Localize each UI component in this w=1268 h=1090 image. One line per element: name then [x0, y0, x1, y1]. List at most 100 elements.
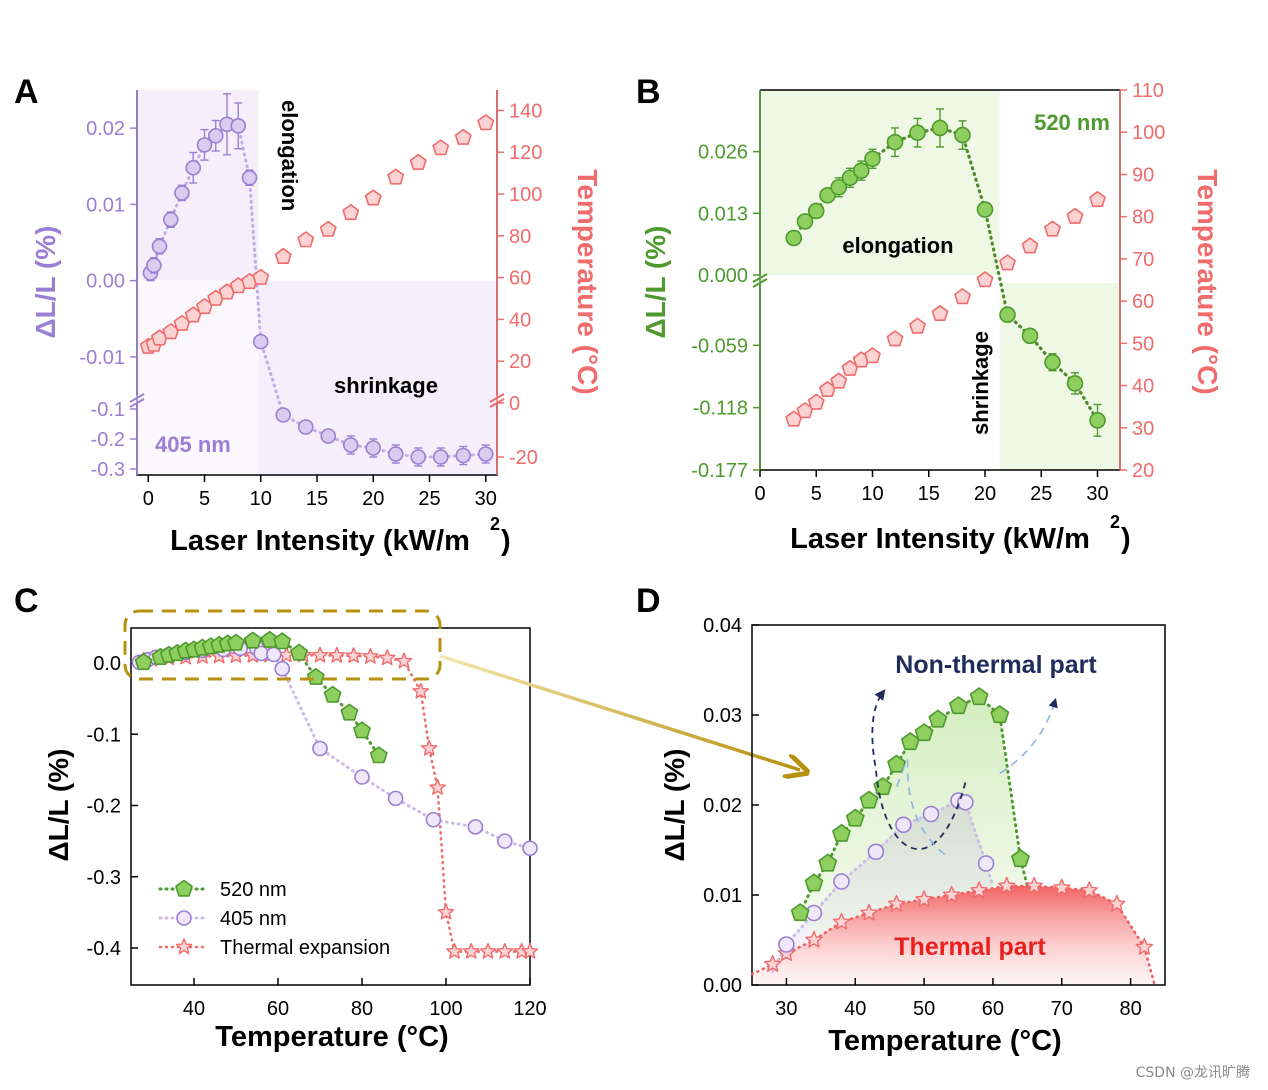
a-temperature-point — [454, 128, 472, 145]
c-520-point — [340, 703, 359, 721]
c-x-axis-label: Temperature (°C) — [215, 1021, 448, 1053]
c-thermal-point — [328, 646, 346, 663]
c-x-tick-label: 40 — [183, 998, 205, 1020]
b-temperature-point — [976, 271, 994, 288]
a-dl-point — [185, 159, 202, 176]
c-x-tick-label: 80 — [351, 998, 373, 1020]
b-dl-point — [807, 202, 825, 220]
panel-label-b: B — [636, 73, 661, 111]
a-dl-point — [320, 428, 337, 444]
c-axes-frame — [130, 627, 531, 986]
b-temperature-point — [886, 330, 904, 347]
d-nonthermal-arrow-right — [999, 697, 1058, 775]
d-x-tick-label: 30 — [775, 998, 797, 1020]
b-y-tick-label: -0.177 — [691, 460, 748, 482]
d-y-tick-label: 0.02 — [703, 795, 742, 817]
a-y2-tick-label: 0 — [509, 393, 520, 415]
a-temperature-point — [319, 220, 337, 237]
c-405-point — [312, 740, 328, 757]
a-y2-tick-label: -20 — [509, 447, 538, 469]
a-temperature-point — [387, 168, 405, 185]
a-y2-tick-label: 40 — [509, 309, 531, 331]
d-405-point — [977, 855, 995, 872]
c-thermal-point — [378, 649, 396, 666]
d-520-point — [845, 808, 865, 827]
d-thermal-point — [1025, 876, 1044, 894]
c-legend-405-marker — [176, 910, 192, 926]
a-left-axis-break — [129, 393, 145, 408]
a-dl-point — [252, 333, 269, 350]
b-y2-tick-label: 50 — [1132, 333, 1154, 355]
d-y-tick-label: 0.00 — [703, 975, 742, 997]
d-520-line — [798, 695, 1029, 915]
d-520-point — [928, 709, 948, 728]
d-x-tick-label: 50 — [913, 998, 935, 1020]
d-520-point — [887, 754, 906, 773]
a-shrinkage-label: shrinkage — [334, 373, 438, 398]
c-405-point — [467, 819, 484, 835]
a-y-tick-label: -0.01 — [79, 347, 125, 369]
d-thermal-point — [942, 885, 961, 903]
d-nonthermal-arc-left — [895, 759, 946, 856]
c-zoom-arrow — [439, 654, 800, 770]
c-405-point — [274, 660, 291, 677]
b-x-axis-label: Laser Intensity (kW/m — [790, 523, 1090, 555]
d-x-tick-label: 40 — [844, 998, 866, 1020]
b-x-tick-label: 15 — [918, 483, 940, 505]
d-405-point — [833, 873, 850, 890]
d-520-point — [969, 687, 989, 706]
c-520-point — [273, 632, 292, 650]
d-thermal-point — [805, 930, 823, 948]
d-y-tick-label: 0.01 — [703, 885, 742, 907]
d-thermal-point — [832, 912, 851, 930]
a-dl-point — [207, 127, 224, 144]
b-y2-tick-label: 80 — [1132, 207, 1154, 229]
c-thermal-point — [521, 942, 539, 959]
c-legend-520-marker — [175, 879, 193, 897]
c-zoom-highlight-box — [123, 609, 442, 681]
d-520-point — [818, 853, 838, 872]
b-y2-tick-label: 30 — [1132, 418, 1154, 440]
b-left-axis-break — [752, 273, 768, 288]
d-x-tick-label: 70 — [1051, 998, 1073, 1020]
watermark: CSDN @龙讯旷腾 — [1135, 1065, 1250, 1081]
b-y-tick-label: -0.118 — [693, 398, 748, 420]
a-dl-point — [477, 446, 494, 462]
c-y-tick-label: 0.0 — [93, 653, 121, 675]
a-y2-tick-label: 60 — [509, 268, 531, 290]
c-thermal-point — [412, 682, 430, 699]
a-x-tick-label: 20 — [362, 488, 384, 510]
c-thermal-point — [429, 779, 446, 795]
c-405-point — [425, 811, 442, 828]
c-thermal-point — [362, 647, 379, 664]
a-dl-point — [410, 449, 427, 465]
a-dl-point — [174, 185, 190, 201]
b-temperature-point — [1089, 191, 1106, 207]
c-520-point — [290, 643, 308, 661]
b-wavelength-label: 520 nm — [1034, 110, 1110, 135]
a-temperature-point — [409, 153, 427, 170]
b-shrinkage-label: shrinkage — [968, 331, 993, 435]
b-y2-axis-label: Temperature (°C) — [1192, 169, 1223, 394]
a-dl-point — [196, 137, 213, 153]
b-dl-point — [886, 133, 904, 151]
b-y2-tick-label: 100 — [1132, 122, 1165, 144]
a-y-axis-label: ΔL/L (%) — [30, 226, 61, 339]
c-405-point — [496, 833, 513, 849]
b-temperature-point — [1021, 237, 1039, 254]
d-520-area — [800, 697, 1028, 940]
b-y2-tick-label: 110 — [1132, 80, 1164, 102]
d-y-tick-label: 0.04 — [703, 615, 742, 637]
b-x-tick-label: 10 — [861, 483, 883, 505]
d-nonthermal-label: Non-thermal part — [895, 651, 1097, 679]
b-dl-point — [931, 119, 949, 137]
c-520-point — [306, 667, 325, 685]
b-x-tick-label: 5 — [811, 483, 822, 505]
b-elongation-label: elongation — [842, 233, 953, 258]
d-405-point — [867, 843, 885, 861]
d-thermal-point — [970, 881, 988, 899]
d-520-point — [914, 723, 934, 742]
a-y2-tick-label: 20 — [509, 351, 531, 373]
a-dl-trend-line — [149, 122, 488, 459]
